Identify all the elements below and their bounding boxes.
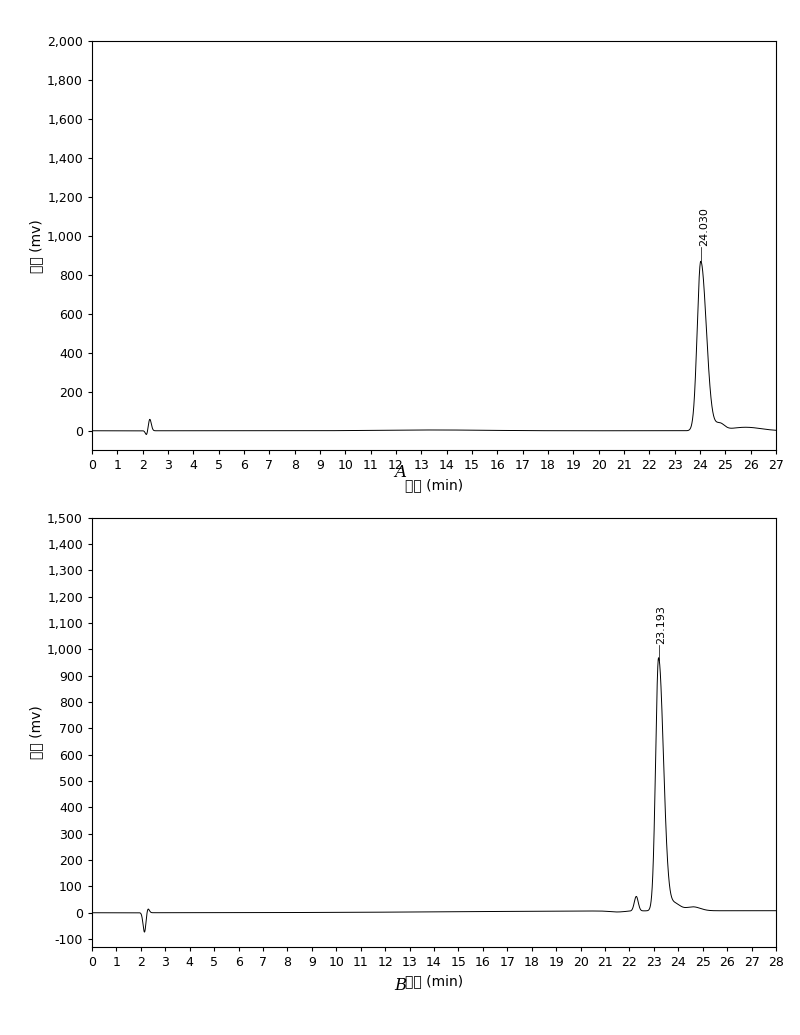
Text: A: A	[394, 465, 406, 481]
Text: 24.030: 24.030	[699, 207, 709, 246]
Text: 23.193: 23.193	[657, 605, 666, 644]
Y-axis label: 电压 (mv): 电压 (mv)	[29, 706, 43, 759]
Text: B: B	[394, 977, 406, 994]
Y-axis label: 电压 (mv): 电压 (mv)	[29, 219, 43, 272]
X-axis label: 时间 (min): 时间 (min)	[405, 478, 463, 492]
X-axis label: 时间 (min): 时间 (min)	[405, 975, 463, 988]
